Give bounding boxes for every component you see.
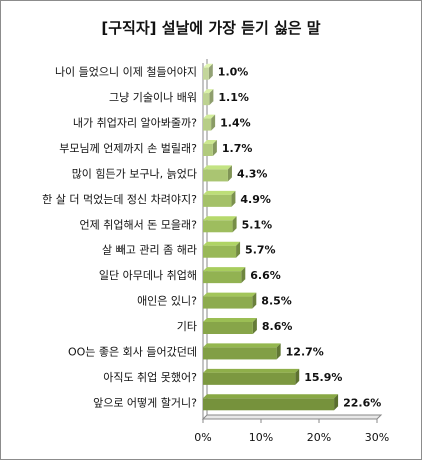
category-label: 많이 힘든가 보구나, 늙었다 (72, 167, 197, 180)
category-label: 내가 취업자리 알아봐줄까? (73, 116, 197, 130)
bar-side (252, 318, 257, 334)
bar-top (203, 241, 241, 246)
bar-top (203, 89, 214, 94)
category-label: 아직도 취업 못했어? (103, 371, 197, 384)
bar-side (295, 368, 300, 385)
data-label: 8.5% (261, 295, 292, 308)
category-label: 그냥 기술이나 배워 (109, 91, 197, 104)
data-label: 22.6% (343, 396, 381, 409)
bar (203, 347, 277, 360)
category-label: 일단 아무데나 취업해 (99, 268, 197, 282)
chart-title: [구직자] 설날에 가장 듣기 싫은 말 (101, 19, 321, 37)
bar-top (203, 394, 339, 399)
bar-side (209, 89, 214, 106)
category-label: 앞으로 어떻게 할거니? (93, 396, 197, 409)
bar-top (203, 318, 257, 322)
bar-top (203, 216, 237, 221)
x-tick-label: 0% (194, 431, 211, 444)
bar-side (241, 267, 246, 284)
bar-side (334, 394, 339, 411)
data-label: 15.9% (304, 371, 342, 384)
bar-top (203, 343, 281, 348)
data-label: 1.0% (218, 66, 249, 79)
bar-top (203, 63, 213, 68)
data-label: 1.1% (218, 91, 249, 104)
category-label: 언제 취업해서 돈 모을래? (79, 217, 197, 231)
bar-side (232, 216, 237, 233)
x-tick-label: 10% (249, 431, 273, 444)
category-label: 기타 (177, 320, 197, 333)
bar-top (203, 267, 246, 272)
bar (203, 67, 209, 80)
bar-top (203, 190, 236, 195)
bar-side (211, 114, 216, 131)
data-label: 12.7% (286, 345, 324, 358)
bar (203, 144, 213, 156)
bar (203, 118, 212, 131)
bar-side (236, 241, 241, 258)
bar (203, 398, 335, 411)
bar (203, 296, 253, 309)
data-label: 1.7% (222, 142, 253, 155)
bar-top (203, 368, 300, 373)
bar (203, 194, 232, 207)
data-label: 5.7% (245, 244, 276, 257)
bar (203, 169, 228, 182)
data-label: 4.3% (237, 167, 268, 180)
bar (203, 220, 233, 233)
data-label: 5.1% (242, 218, 273, 231)
bar (203, 245, 237, 258)
x-tick-label: 20% (307, 431, 331, 444)
bar-top (203, 292, 257, 297)
bar (203, 93, 210, 106)
bar-top (203, 114, 216, 119)
chart-floor (201, 414, 383, 420)
x-tick-label: 30% (365, 431, 389, 444)
bar (203, 271, 242, 284)
category-label: 한 살 더 먹었는데 정신 차려야지? (42, 193, 197, 206)
data-label: 1.4% (220, 117, 251, 130)
bar (203, 372, 296, 385)
data-label: 4.9% (240, 193, 271, 206)
bar-side (252, 292, 257, 309)
category-label: 나이 들었으니 이제 철들어야지 (55, 66, 197, 79)
bar-side (208, 63, 213, 80)
bar-top (203, 165, 232, 170)
data-label: 8.6% (262, 320, 293, 333)
category-label: 살 빼고 관리 좀 해라 (102, 243, 197, 257)
bar-side (231, 190, 236, 207)
bar-side (212, 140, 217, 156)
data-label: 6.6% (250, 269, 281, 282)
category-label: OO는 좋은 회사 들어갔던데 (68, 345, 197, 358)
bar-side (227, 165, 232, 182)
bar-top (203, 140, 217, 144)
bar (203, 322, 253, 334)
bar-side (276, 343, 281, 360)
category-label: 애인은 있니? (137, 295, 197, 308)
category-label: 부모님께 언제까지 손 벌릴래? (59, 142, 197, 155)
